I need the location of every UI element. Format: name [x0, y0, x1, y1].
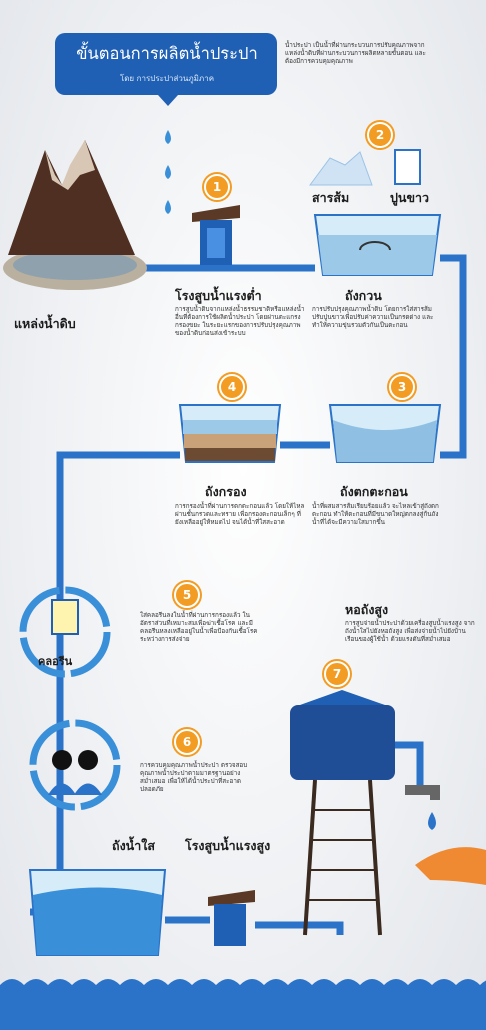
- wave-band: [0, 979, 486, 1030]
- step-number: 5: [174, 582, 200, 608]
- alum: [310, 152, 372, 185]
- step-number: 4: [219, 374, 245, 400]
- step-text: น้ำที่ผสมสารส้มเรียบร้อยแล้ว จะไหลเข้าสู…: [312, 503, 444, 527]
- step-text: การสูบน้ำดิบจากแหล่งน้ำธรรมชาติหรือแหล่ง…: [175, 306, 305, 337]
- lime-beaker: [395, 150, 420, 184]
- quality-ring: [33, 723, 117, 807]
- step-title: ถังกวน: [345, 288, 382, 304]
- pipes: [30, 258, 463, 935]
- step-text: ใส่คลอรีนลงในน้ำที่ผ่านการกรองแล้ว ในอัต…: [140, 612, 265, 643]
- low-lift-pump: [192, 205, 240, 265]
- source-label: แหล่งน้ำดิบ: [14, 316, 76, 332]
- infographic: ขั้นตอนการผลิตน้ำประปา โดย การประปาส่วนภ…: [0, 0, 486, 1030]
- water-tower: [290, 690, 486, 935]
- bottom-label: โรงสูบน้ำแรงสูง: [185, 838, 270, 854]
- bottom-label: ถังน้ำใส: [112, 838, 155, 854]
- step-title: ถังกรอง: [205, 484, 247, 500]
- drops: [165, 130, 171, 214]
- chemical-label: สารส้ม: [312, 190, 349, 206]
- step-text: การควบคุมคุณภาพน้ำประปา ตรวจสอบคุณภาพน้ำ…: [140, 762, 265, 793]
- step-number: 3: [389, 374, 415, 400]
- high-lift-pump: [208, 890, 255, 946]
- step-number: 7: [324, 661, 350, 687]
- step-number: 1: [204, 174, 230, 200]
- filter-tank: [180, 405, 280, 462]
- chemical-label: ปูนขาว: [390, 190, 429, 206]
- step-text: การสูบจ่ายน้ำประปาด้วยเครื่องสูบน้ำแรงสู…: [345, 620, 475, 644]
- raw-water-source: [3, 140, 147, 290]
- step-number: 6: [174, 729, 200, 755]
- step-text: การกรองน้ำที่ผ่านการตกตะกอนแล้ว โดยให้ไห…: [175, 503, 305, 527]
- step-title: ถังตกตะกอน: [340, 484, 408, 500]
- sedimentation-tank: [330, 405, 440, 462]
- chlorine-label: คลอรีน: [38, 655, 72, 669]
- subtitle: โดย การประปาส่วนภูมิภาค: [62, 74, 272, 84]
- title: ขั้นตอนการผลิตน้ำประปา: [62, 44, 272, 65]
- step-title: โรงสูบน้ำแรงต่ำ: [175, 288, 262, 304]
- header-pointer: [158, 95, 178, 106]
- step-number: 2: [367, 122, 393, 148]
- mixing-tank: [315, 215, 440, 275]
- step-text: การปรับปรุงคุณภาพน้ำดิบ โดยการใส่สารส้มป…: [312, 306, 442, 330]
- step-title: หอถังสูง: [345, 602, 388, 618]
- intro: น้ำประปา เป็นน้ำที่ผ่านกระบวนการปรับคุณภ…: [285, 42, 435, 66]
- clear-water-tank: [30, 870, 165, 955]
